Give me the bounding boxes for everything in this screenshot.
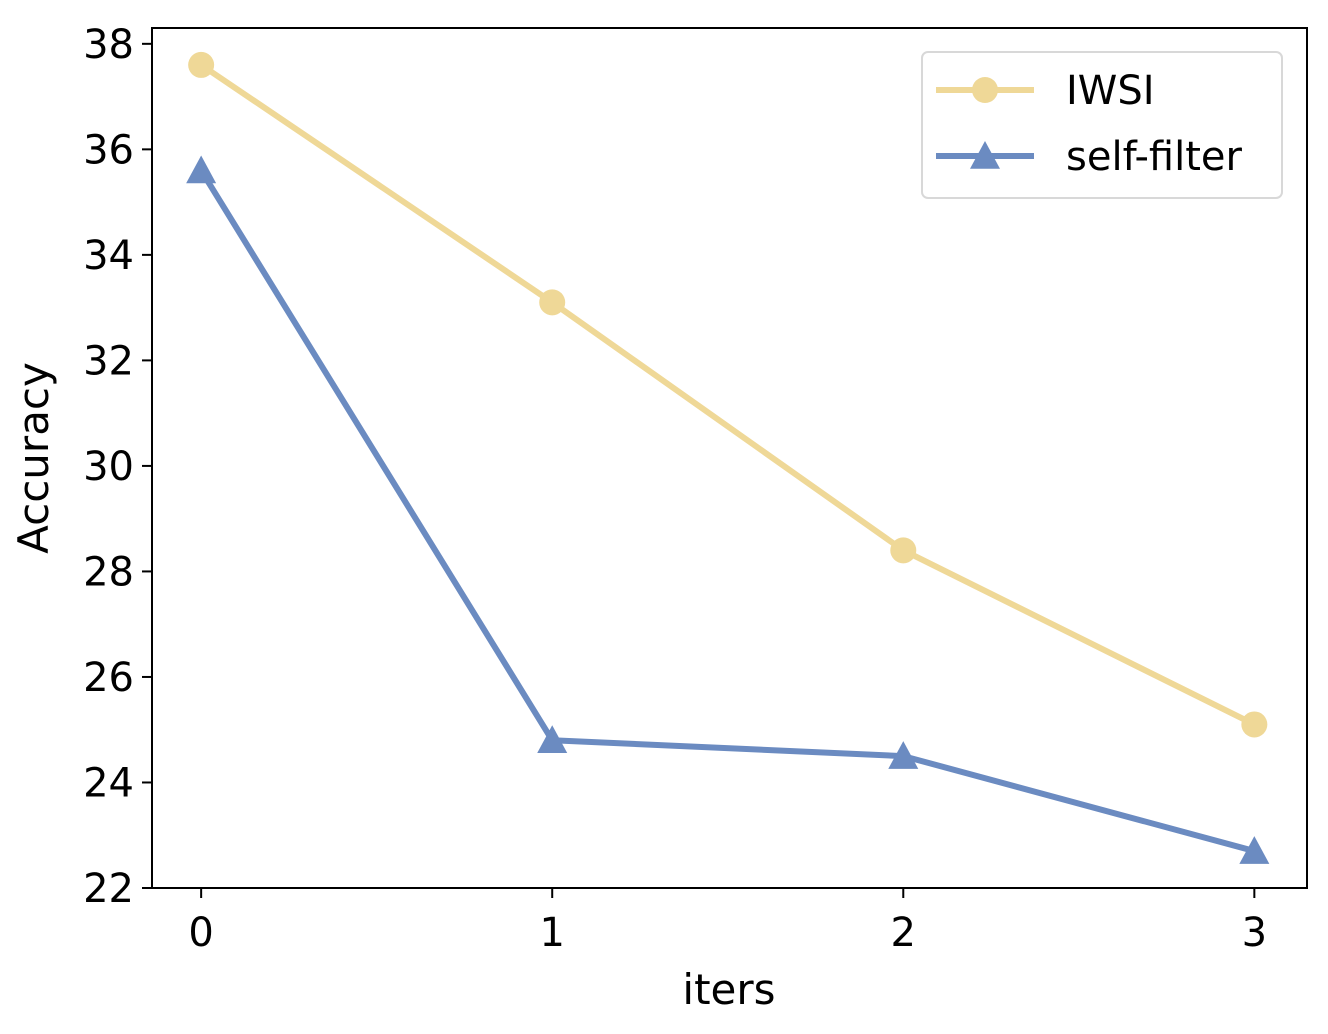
x-tick-label: 0 [188,910,213,956]
x-tick-label: 2 [891,910,916,956]
y-tick-label: 26 [83,655,134,701]
x-tick-label: 3 [1242,910,1267,956]
y-tick-label: 36 [83,127,134,173]
x-axis-label: iters [682,965,775,1014]
data-point [888,741,919,769]
data-point [537,725,568,754]
legend-marker [972,77,998,103]
data-point [1241,711,1268,738]
legend: IWSI self-filter [921,51,1283,199]
x-tick-label: 1 [539,910,564,956]
y-tick-label: 38 [83,22,134,68]
series-line [199,62,1256,728]
data-point [186,155,217,184]
y-tick-label: 34 [83,233,134,279]
axis-ticks: 0 1 2 3 22 24 26 28 30 32 34 36 38 [83,22,1267,956]
axes-frame [151,27,1308,889]
y-axis-label: Accuracy [9,362,58,554]
plot-area [186,51,1270,864]
data-point [1239,836,1270,864]
legend-marker [970,141,1000,169]
y-tick-label: 22 [83,866,134,912]
legend-label: IWSI [1066,68,1155,114]
data-point [539,289,566,316]
legend-label: self-filter [1066,134,1242,180]
y-tick-label: 24 [83,760,134,806]
data-point [890,537,917,564]
y-tick-label: 32 [83,338,134,384]
series-line [198,168,1256,854]
y-tick-label: 28 [83,549,134,595]
y-tick-label: 30 [83,444,134,490]
data-point [188,51,215,78]
